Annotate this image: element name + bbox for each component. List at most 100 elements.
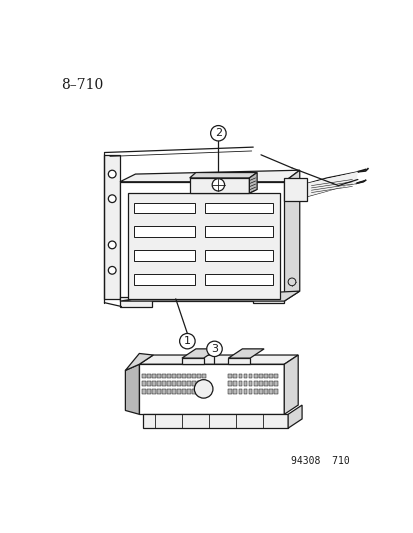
Circle shape [108, 266, 116, 274]
Polygon shape [268, 381, 272, 386]
Text: 8–710: 8–710 [61, 78, 103, 92]
Polygon shape [171, 381, 176, 386]
Polygon shape [125, 364, 139, 414]
Polygon shape [197, 381, 200, 386]
Polygon shape [263, 389, 267, 393]
Polygon shape [166, 381, 170, 386]
Circle shape [206, 341, 222, 357]
Circle shape [287, 278, 295, 286]
Polygon shape [133, 227, 195, 237]
Polygon shape [120, 296, 152, 306]
Circle shape [108, 195, 116, 203]
Polygon shape [202, 374, 206, 378]
Polygon shape [233, 381, 237, 386]
Polygon shape [181, 349, 217, 358]
Polygon shape [120, 170, 299, 182]
Polygon shape [228, 374, 232, 378]
Polygon shape [181, 358, 203, 364]
Text: 3: 3 [211, 344, 218, 354]
Polygon shape [273, 389, 277, 393]
Polygon shape [161, 389, 165, 393]
Polygon shape [146, 381, 150, 386]
Polygon shape [238, 381, 242, 386]
Polygon shape [139, 364, 284, 414]
Polygon shape [104, 155, 120, 299]
Polygon shape [187, 389, 190, 393]
Polygon shape [192, 374, 195, 378]
Polygon shape [139, 355, 297, 364]
Polygon shape [143, 414, 287, 428]
Polygon shape [187, 381, 190, 386]
Polygon shape [248, 374, 252, 378]
Polygon shape [197, 389, 200, 393]
Polygon shape [253, 294, 284, 303]
Circle shape [108, 170, 116, 178]
Polygon shape [205, 227, 272, 237]
Polygon shape [141, 389, 145, 393]
Polygon shape [258, 381, 262, 386]
Polygon shape [166, 389, 170, 393]
Polygon shape [192, 381, 195, 386]
Polygon shape [248, 389, 252, 393]
Polygon shape [192, 389, 195, 393]
Polygon shape [189, 173, 256, 178]
Circle shape [108, 241, 116, 249]
Polygon shape [273, 374, 277, 378]
Polygon shape [176, 374, 180, 378]
Polygon shape [146, 374, 150, 378]
Polygon shape [202, 381, 206, 386]
Polygon shape [157, 389, 160, 393]
Polygon shape [243, 374, 247, 378]
Polygon shape [127, 192, 280, 299]
Polygon shape [133, 274, 195, 285]
Polygon shape [238, 374, 242, 378]
Polygon shape [284, 355, 297, 414]
Polygon shape [258, 374, 262, 378]
Circle shape [179, 334, 195, 349]
Polygon shape [189, 178, 249, 193]
Polygon shape [253, 389, 257, 393]
Polygon shape [181, 389, 185, 393]
Polygon shape [133, 203, 195, 213]
Polygon shape [238, 389, 242, 393]
Polygon shape [176, 381, 180, 386]
Polygon shape [181, 381, 185, 386]
Polygon shape [228, 358, 249, 364]
Polygon shape [120, 182, 284, 301]
Polygon shape [161, 381, 165, 386]
Polygon shape [161, 374, 165, 378]
Polygon shape [284, 170, 299, 301]
Text: 2: 2 [214, 128, 221, 138]
Polygon shape [263, 381, 267, 386]
Polygon shape [233, 374, 237, 378]
Polygon shape [157, 381, 160, 386]
Polygon shape [151, 374, 155, 378]
Polygon shape [205, 251, 272, 261]
Polygon shape [228, 389, 232, 393]
Polygon shape [268, 374, 272, 378]
Polygon shape [187, 374, 190, 378]
Polygon shape [307, 172, 357, 196]
Polygon shape [151, 381, 155, 386]
Polygon shape [176, 389, 180, 393]
Polygon shape [228, 349, 263, 358]
Polygon shape [253, 381, 257, 386]
Polygon shape [248, 381, 252, 386]
Polygon shape [202, 389, 206, 393]
Polygon shape [151, 389, 155, 393]
Circle shape [194, 379, 212, 398]
Polygon shape [171, 389, 176, 393]
Polygon shape [205, 274, 272, 285]
Polygon shape [171, 374, 176, 378]
Polygon shape [146, 389, 150, 393]
Polygon shape [205, 203, 272, 213]
Polygon shape [287, 405, 301, 428]
Polygon shape [133, 251, 195, 261]
Polygon shape [268, 389, 272, 393]
Polygon shape [157, 374, 160, 378]
Polygon shape [141, 381, 145, 386]
Polygon shape [243, 381, 247, 386]
Circle shape [212, 179, 224, 191]
Polygon shape [233, 389, 237, 393]
Polygon shape [273, 381, 277, 386]
